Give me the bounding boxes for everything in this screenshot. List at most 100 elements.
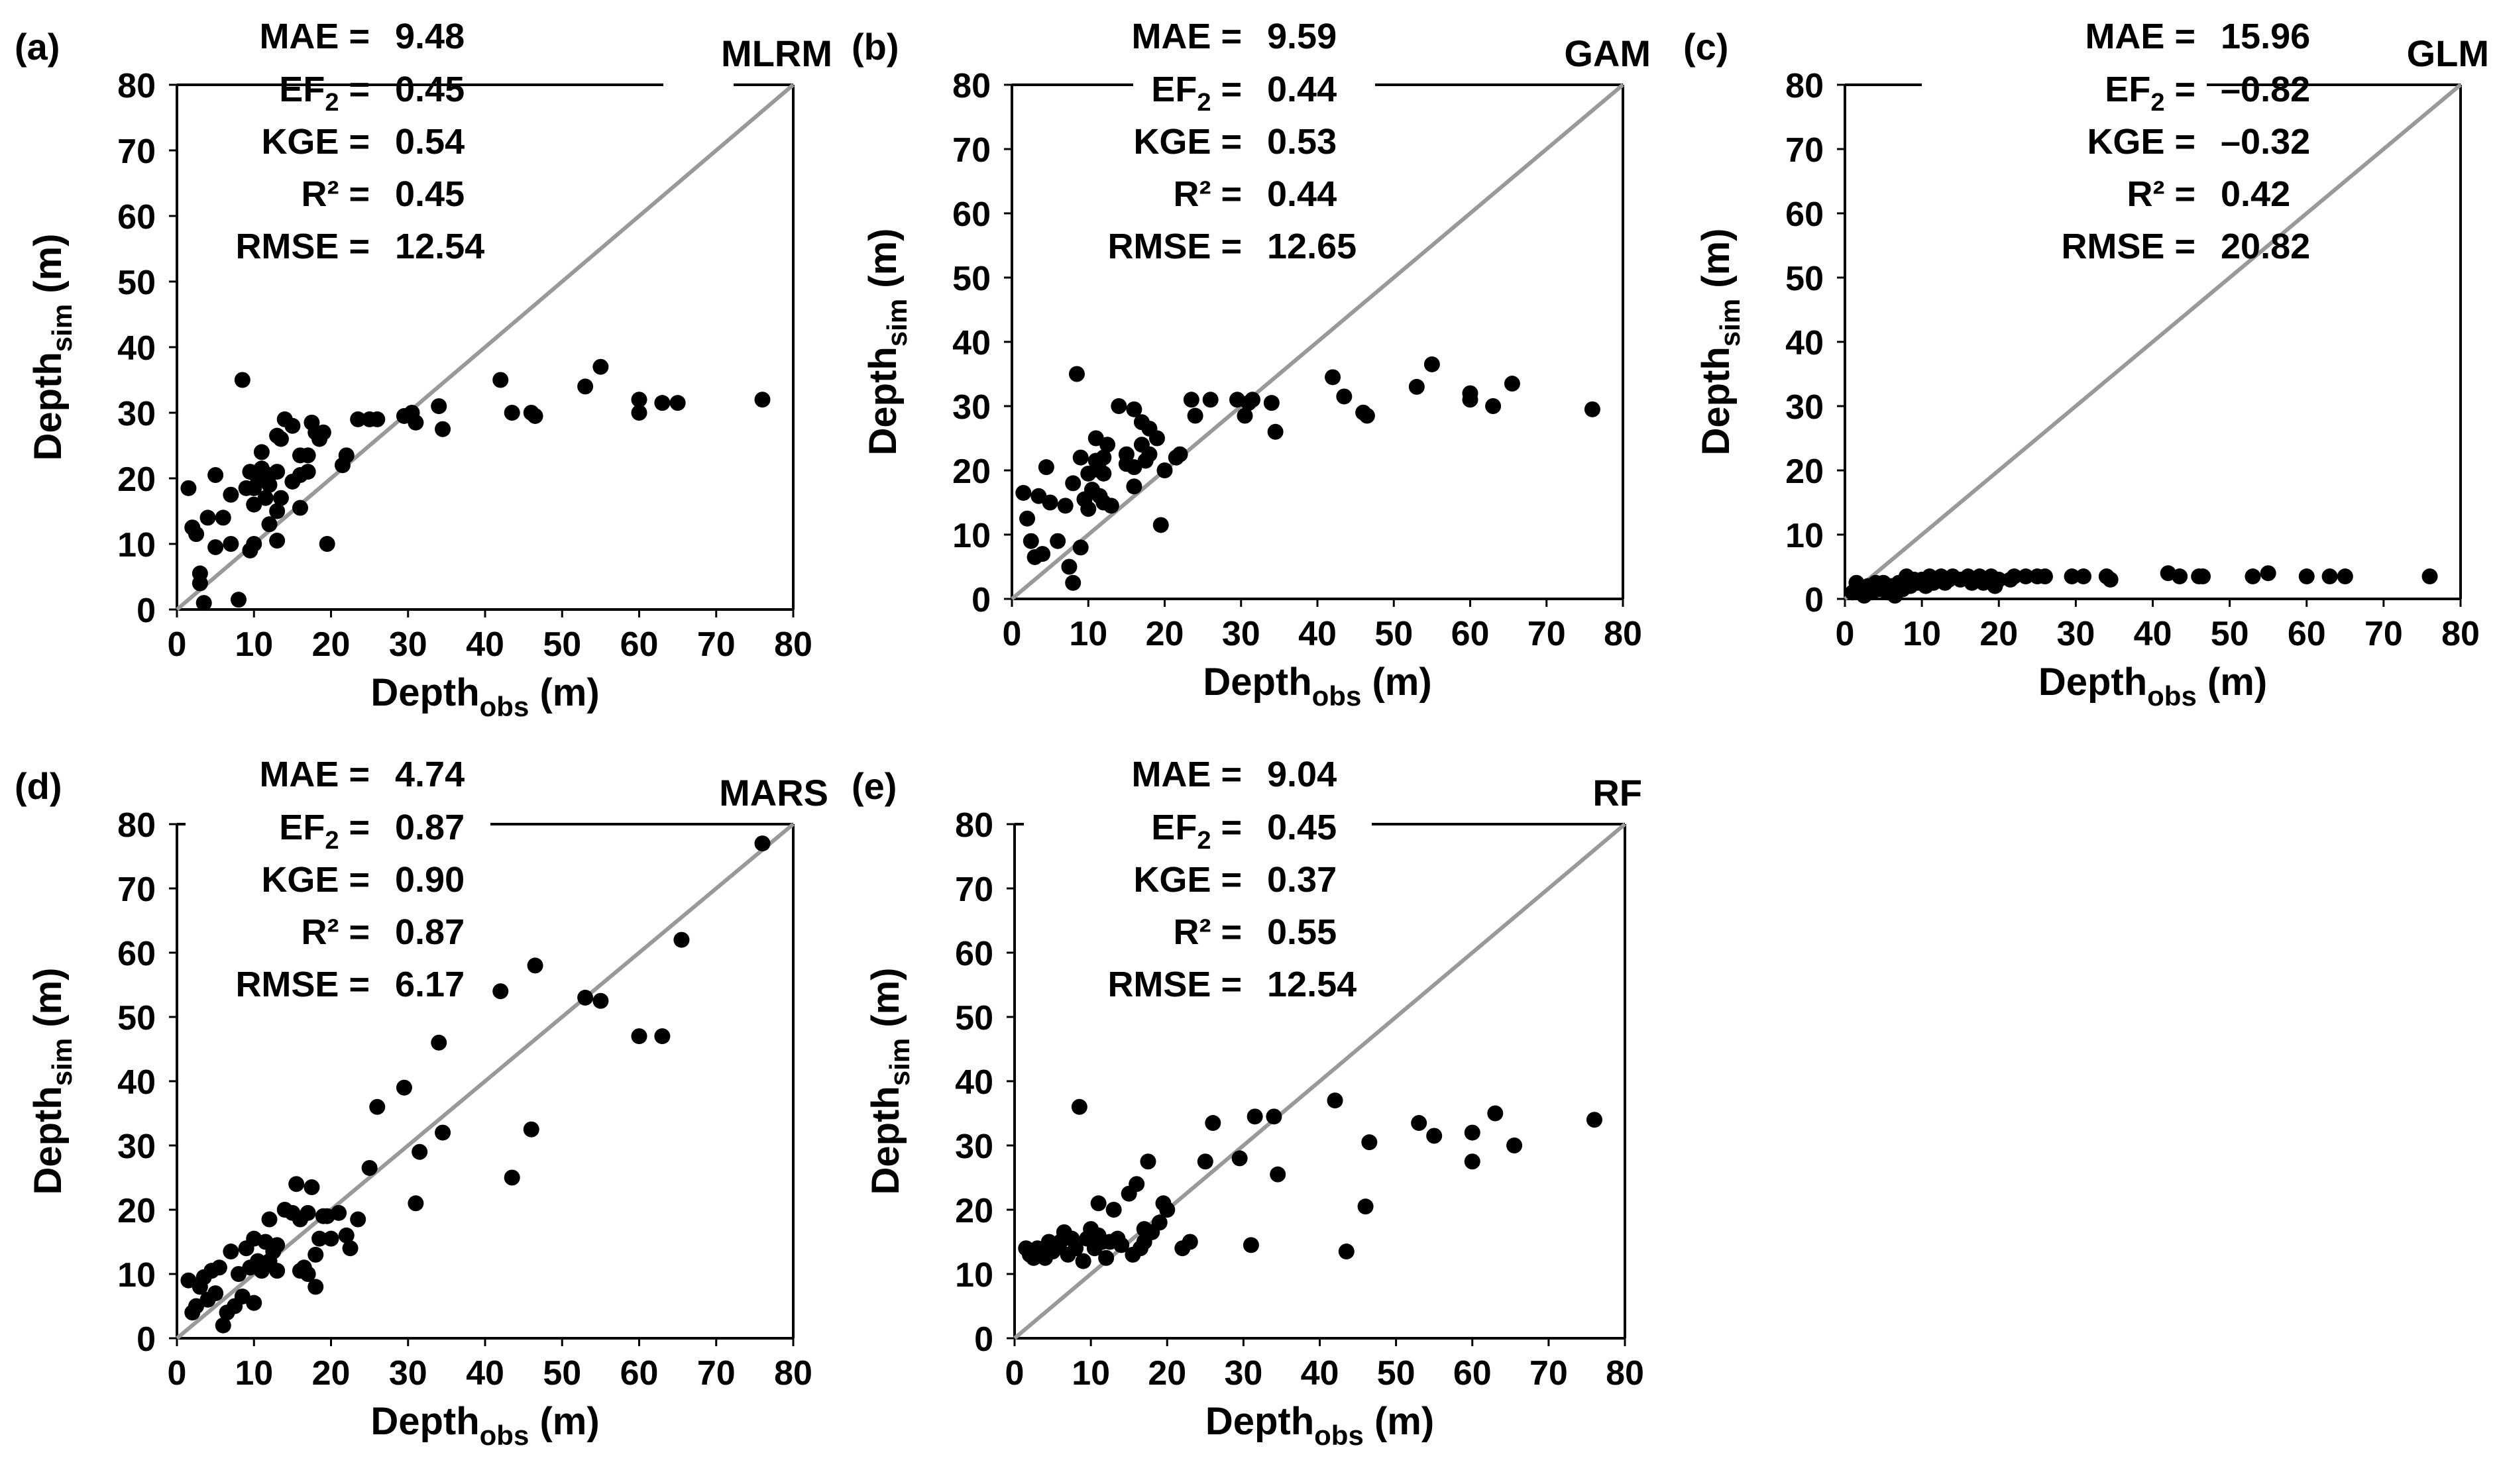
data-point (1057, 498, 1074, 514)
metric-value-ef2: 0.44 (1267, 70, 1337, 109)
x-axis-title-main: Depth (2038, 661, 2147, 704)
data-point (1187, 407, 1203, 424)
y-tick-label: 60 (1785, 195, 1824, 234)
y-tick-label: 50 (1785, 260, 1824, 298)
data-point (304, 1179, 320, 1196)
data-point (527, 407, 543, 424)
x-axis-title-subscript: obs (480, 1420, 529, 1451)
data-point (631, 392, 647, 408)
data-point (2337, 568, 2353, 585)
metric-name-r2: R² = (2127, 174, 2195, 214)
data-point (311, 1230, 328, 1247)
y-tick-label: 60 (955, 935, 993, 973)
x-axis-title-main: Depth (370, 1400, 479, 1443)
data-point (1072, 449, 1089, 466)
data-point (1050, 533, 1066, 549)
data-point (1270, 1166, 1286, 1183)
metric-name-rmse: RMSE = (2061, 227, 2195, 266)
data-point (253, 444, 270, 460)
y-tick-label: 30 (952, 388, 991, 427)
y-tick-label: 50 (117, 264, 156, 302)
data-point (1151, 1214, 1168, 1231)
data-point (1095, 465, 1112, 482)
y-tick-label: 50 (117, 999, 156, 1037)
data-point (1095, 449, 1112, 466)
x-axis-title: Depthobs (m) (2038, 661, 2267, 712)
data-point (1325, 369, 1341, 386)
x-axis-title-subscript: obs (2147, 680, 2197, 712)
data-point (234, 1288, 250, 1304)
metric-name-ef2: EF2 = (1151, 808, 1242, 855)
data-point (2075, 568, 2091, 585)
data-point (1148, 430, 1165, 447)
data-point (1205, 1115, 1221, 1132)
x-tick-label: 60 (620, 1354, 659, 1393)
x-tick-label: 30 (1224, 1354, 1262, 1393)
y-axis-title-subscript: sim (1714, 299, 1746, 346)
data-point (631, 405, 647, 421)
metric-value-kge: 0.90 (395, 860, 465, 900)
metric-value-rmse: 12.54 (1267, 965, 1357, 1004)
data-point (2017, 568, 2034, 585)
data-point (673, 931, 690, 948)
data-point (288, 1176, 305, 1192)
data-point (1015, 484, 1032, 501)
data-point (654, 1028, 671, 1045)
metric-name-text: = (1211, 70, 1242, 109)
data-point (2006, 568, 2023, 585)
y-tick-label: 40 (117, 1063, 156, 1102)
x-axis-title-main: Depth (370, 671, 479, 714)
data-point (1023, 533, 1039, 549)
data-point (1172, 446, 1188, 462)
y-tick-label: 80 (1785, 67, 1824, 105)
metric-value-ef2: 0.45 (395, 70, 465, 109)
data-point (1464, 1124, 1480, 1141)
data-point (1129, 1176, 1145, 1192)
metric-name-text: EF (1151, 70, 1197, 109)
data-point (1464, 1153, 1480, 1170)
data-point (223, 486, 239, 503)
y-tick-label: 0 (137, 1320, 156, 1359)
x-tick-label: 50 (1377, 1354, 1416, 1393)
model-name: GAM (1564, 32, 1651, 74)
y-tick-label: 10 (1785, 517, 1824, 555)
metric-name-mae: MAE = (259, 755, 370, 794)
data-point (272, 490, 289, 506)
data-point (1113, 1237, 1130, 1253)
x-tick-label: 10 (1903, 615, 1941, 653)
data-point (307, 1279, 324, 1295)
one-to-one-line (1011, 83, 1624, 601)
data-point (754, 392, 771, 408)
metric-value-ef2: 0.87 (395, 808, 465, 847)
x-tick-label: 20 (1148, 1354, 1186, 1393)
y-tick-label: 70 (117, 132, 156, 171)
metric-name-r2: R² = (301, 912, 370, 952)
data-point (1423, 356, 1440, 372)
data-point (223, 536, 239, 552)
data-point (215, 509, 231, 526)
data-point (435, 421, 451, 437)
y-axis-title: Depthsim (m) (864, 967, 915, 1194)
metric-name-subscript: 2 (325, 827, 339, 855)
metric-name-kge: KGE = (1133, 860, 1242, 900)
y-tick-label: 70 (955, 871, 993, 909)
x-tick-label: 0 (168, 1354, 187, 1393)
y-axis-title: Depthsim (m) (861, 228, 913, 455)
y-tick-label: 40 (955, 1063, 993, 1102)
panel-label: (b) (852, 26, 899, 68)
data-point (1019, 510, 1036, 527)
metric-name-mae: MAE = (1131, 17, 1242, 56)
data-point (1140, 1153, 1156, 1170)
metric-value-rmse: 20.82 (2221, 227, 2310, 266)
y-tick-label: 10 (117, 526, 156, 564)
x-tick-label: 0 (1005, 1354, 1025, 1393)
x-tick-label: 50 (1374, 615, 1413, 653)
data-point (261, 516, 278, 533)
data-point (350, 411, 366, 427)
x-tick-label: 40 (466, 1354, 504, 1393)
y-tick-label: 40 (117, 329, 156, 368)
y-axis-title: Depthsim (m) (1694, 228, 1746, 455)
x-axis-title-main: Depth (1205, 1400, 1314, 1443)
y-tick-label: 10 (955, 1256, 993, 1295)
data-point (231, 592, 247, 608)
